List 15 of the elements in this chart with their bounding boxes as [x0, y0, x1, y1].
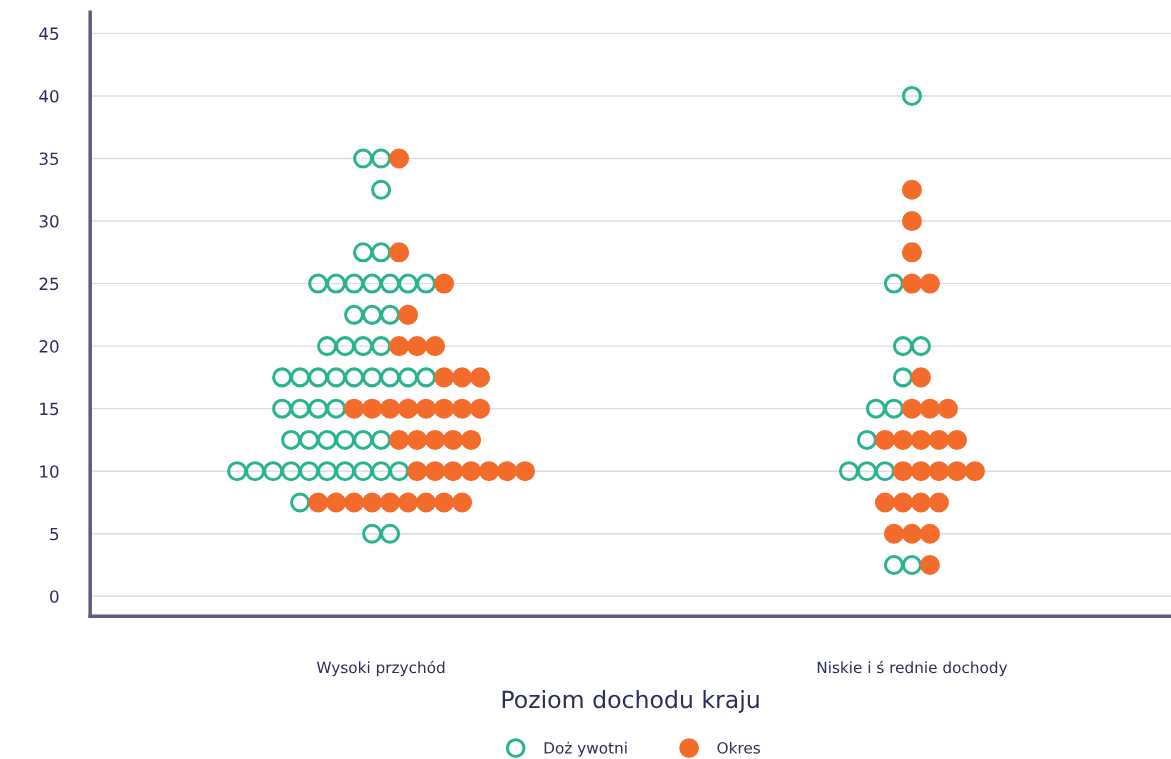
y-tick-label: 0 [50, 590, 59, 603]
y-tick-label: 20 [39, 340, 59, 353]
y-tick-label: 40 [39, 89, 59, 103]
y-tick-label: 30 [39, 215, 59, 228]
y-tick-label: 45 [39, 27, 59, 40]
legend-label: Okres [717, 741, 761, 754]
y-tick-label: 10 [40, 465, 59, 478]
y-tick-label: 15 [40, 402, 59, 416]
y-tick-label: 35 [39, 152, 59, 166]
x-tick-label: Wysoki przychód [316, 660, 445, 677]
y-tick-label: 25 [39, 277, 59, 291]
y-tick-label: 5 [50, 527, 59, 541]
x-tick-label: Niskie i ś rednie dochody [817, 660, 1008, 677]
legend-label: Doż ywotni [544, 741, 627, 757]
x-axis-title: Poziom dochodu kraju [502, 690, 759, 713]
